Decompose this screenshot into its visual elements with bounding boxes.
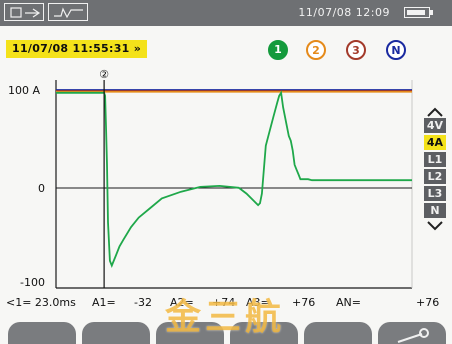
channel-2-button[interactable]: 2 bbox=[306, 40, 326, 60]
selector-item-l3[interactable]: L3 bbox=[424, 186, 446, 201]
selector-item-4v[interactable]: 4V bbox=[424, 118, 446, 133]
softkey-1[interactable] bbox=[8, 322, 76, 344]
softkey-5[interactable] bbox=[304, 322, 372, 344]
battery-icon bbox=[404, 7, 430, 18]
channel-n-button[interactable]: N bbox=[386, 40, 406, 60]
readout-an-label: AN= bbox=[336, 296, 361, 309]
selector-item-l1[interactable]: L1 bbox=[424, 152, 446, 167]
series-layer bbox=[56, 90, 412, 266]
channel-1-button[interactable]: 1 bbox=[268, 40, 288, 60]
chevron-up-icon[interactable] bbox=[424, 106, 446, 118]
series-line-1 bbox=[56, 93, 412, 266]
softkey-2[interactable] bbox=[82, 322, 150, 344]
display-selector: 4V 4A L1 L2 L3 N bbox=[424, 106, 448, 232]
status-bar: 11/07/08 12:09 bbox=[0, 0, 452, 26]
cursor-label: ② bbox=[99, 68, 109, 81]
waveform-chart: 100 A 0 -100 ② bbox=[0, 66, 420, 294]
readout-an-value: +76 bbox=[416, 296, 439, 309]
capture-timestamp: 11/07/08 11:55:31 » bbox=[6, 40, 147, 58]
channel-3-button[interactable]: 3 bbox=[346, 40, 366, 60]
selector-item-4a[interactable]: 4A bbox=[424, 135, 446, 150]
zoom-cursor-icon bbox=[378, 322, 446, 344]
selector-item-n[interactable]: N bbox=[424, 203, 446, 218]
softkey-zoom[interactable] bbox=[378, 322, 446, 344]
y-tick-label-top: 100 A bbox=[8, 84, 40, 97]
watermark-text: 金三航 bbox=[150, 292, 300, 344]
screen-mode-icon[interactable] bbox=[4, 3, 44, 21]
readout-time: <1= 23.0ms bbox=[6, 296, 76, 309]
waveform-capture-icon[interactable] bbox=[48, 3, 88, 21]
y-tick-label-zero: 0 bbox=[38, 182, 45, 195]
chevron-down-icon[interactable] bbox=[424, 220, 446, 232]
selector-items: 4V 4A L1 L2 L3 N bbox=[424, 118, 448, 218]
y-tick-label-bottom: -100 bbox=[20, 276, 45, 289]
selector-item-l2[interactable]: L2 bbox=[424, 169, 446, 184]
status-datetime: 11/07/08 12:09 bbox=[298, 6, 390, 19]
readout-a1-label: A1= bbox=[92, 296, 116, 309]
